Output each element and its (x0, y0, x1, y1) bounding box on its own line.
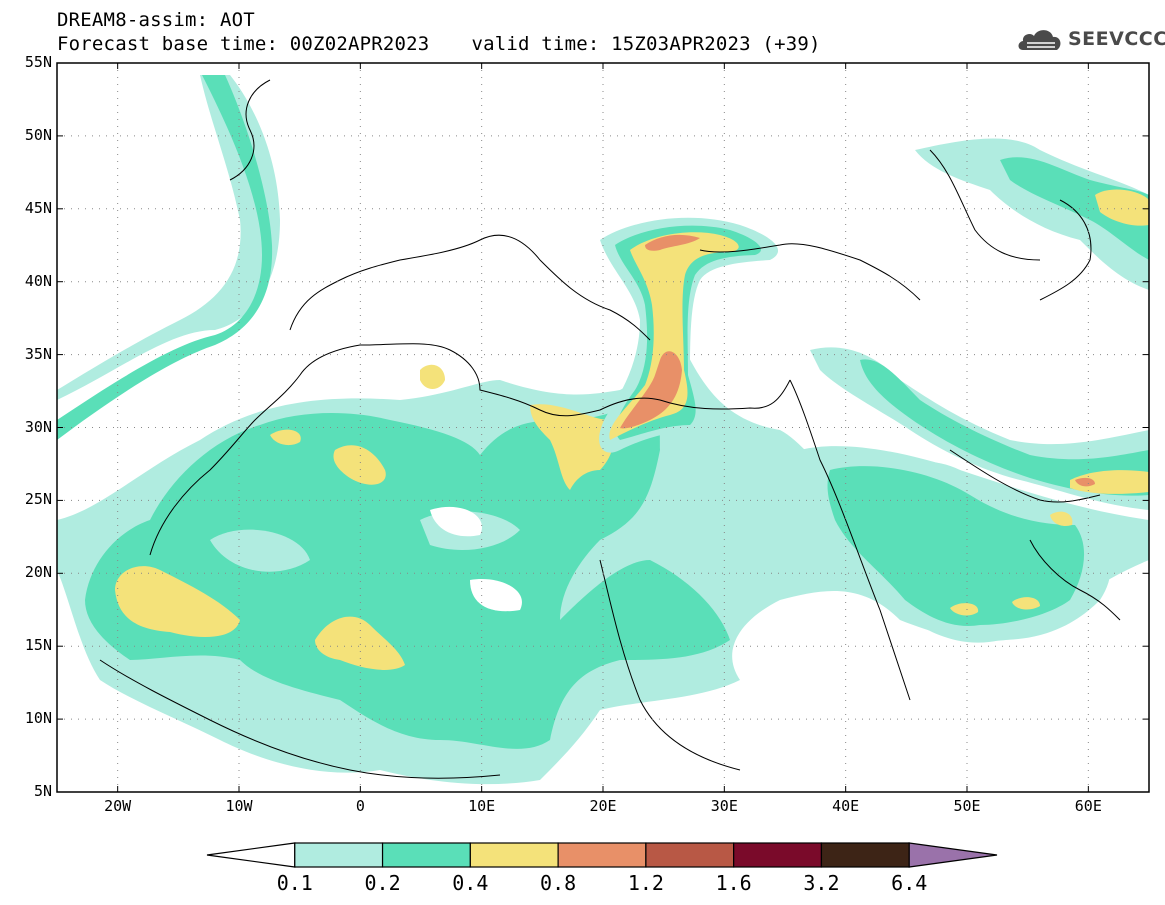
atlantic-plume-mid (57, 75, 273, 440)
lon-label: 50E (953, 797, 981, 815)
lat-label: 55N (24, 53, 52, 71)
aot-field (57, 75, 1149, 785)
lat-label: 15N (24, 636, 52, 655)
colorbar-label: 0.1 (276, 871, 313, 895)
arabia-hotspot-1 (950, 603, 979, 616)
gulf-peak (1075, 477, 1095, 487)
lat-label: 10N (24, 709, 52, 728)
colorbar-label: 0.2 (364, 871, 401, 895)
lon-label: 30E (710, 797, 738, 815)
lat-label: 5N (33, 782, 52, 800)
colorbar-label: 6.4 (891, 871, 928, 895)
forecast-times: Forecast base time: 00Z02APR2023 valid ti… (57, 33, 821, 55)
colorbar-segment (469, 842, 559, 868)
colorbar-segment (381, 842, 471, 868)
map-grid (57, 63, 1149, 792)
algeria-hotspot (333, 445, 386, 485)
atlantic-plume-light (57, 75, 280, 400)
lon-label: 60E (1074, 797, 1102, 815)
tunisia-hotspot (420, 364, 445, 389)
lat-label: 25N (24, 490, 52, 509)
aegean-plume-peak (620, 234, 700, 429)
colorbar (206, 842, 998, 868)
sahara-clear-2 (470, 579, 522, 612)
colorbar-label: 1.6 (715, 871, 752, 895)
iran-mid (860, 359, 1149, 496)
aegean-plume-high (609, 232, 739, 440)
cloud-icon (1018, 30, 1061, 50)
west-africa-hotspot (115, 566, 240, 637)
colorbar-label: 1.2 (627, 871, 664, 895)
sahara-clear-3 (430, 506, 482, 537)
valid-time: valid time: 15Z03APR2023 (+39) (471, 33, 821, 55)
arabia-mid (827, 466, 1085, 626)
caspian-light (915, 138, 1149, 290)
lon-label: 10W (225, 797, 253, 815)
lat-label: 30N (24, 417, 52, 436)
mali-hotspot (315, 616, 405, 670)
arabia-hotspot-2 (1012, 597, 1040, 610)
logo-text: SEEVCCC (1068, 28, 1165, 50)
caspian-mid (1000, 157, 1149, 260)
colorbar-segment (820, 842, 910, 868)
colorbar-segment (733, 842, 823, 868)
lat-label: 50N (24, 125, 52, 144)
lat-label: 35N (24, 344, 52, 363)
libya-hotspot (530, 404, 615, 490)
coastlines (99, 79, 1121, 779)
axis-ticks (57, 62, 1149, 793)
gulf-hotspot (1070, 470, 1149, 494)
colorbar-segment (206, 842, 296, 868)
lat-label: 45N (24, 198, 52, 217)
colorbar-segment (294, 842, 384, 868)
lon-label: 10E (468, 797, 496, 815)
colorbar-label: 0.4 (452, 871, 489, 895)
lon-label: 40E (832, 797, 860, 815)
lon-label: 20W (104, 797, 132, 815)
arabia-hotspot-3 (1050, 511, 1073, 526)
colorbar-segment (908, 842, 998, 868)
lat-label: 40N (24, 271, 52, 290)
lon-label: 0 (355, 797, 365, 815)
caspian-hotspot (1095, 189, 1149, 226)
colorbar-segment (645, 842, 735, 868)
lon-label: 20E (589, 797, 617, 815)
colorbar-label: 0.8 (540, 871, 577, 895)
map-title: DREAM8-assim: AOT (57, 9, 255, 31)
colorbar-label: 3.2 (803, 871, 840, 895)
base-time: Forecast base time: 00Z02APR2023 (57, 33, 430, 55)
niger-hotspot (270, 429, 301, 446)
sahara-clear-4 (210, 529, 310, 572)
colorbar-segment (557, 842, 647, 868)
lat-label: 20N (24, 563, 52, 582)
